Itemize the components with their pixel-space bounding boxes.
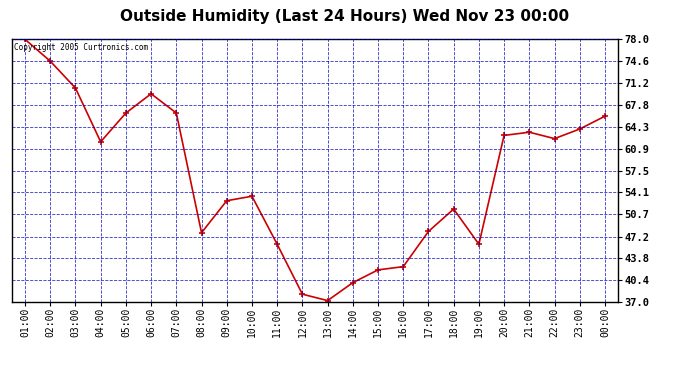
Text: Copyright 2005 Curtronics.com: Copyright 2005 Curtronics.com xyxy=(14,44,148,52)
Text: Outside Humidity (Last 24 Hours) Wed Nov 23 00:00: Outside Humidity (Last 24 Hours) Wed Nov… xyxy=(121,9,569,24)
